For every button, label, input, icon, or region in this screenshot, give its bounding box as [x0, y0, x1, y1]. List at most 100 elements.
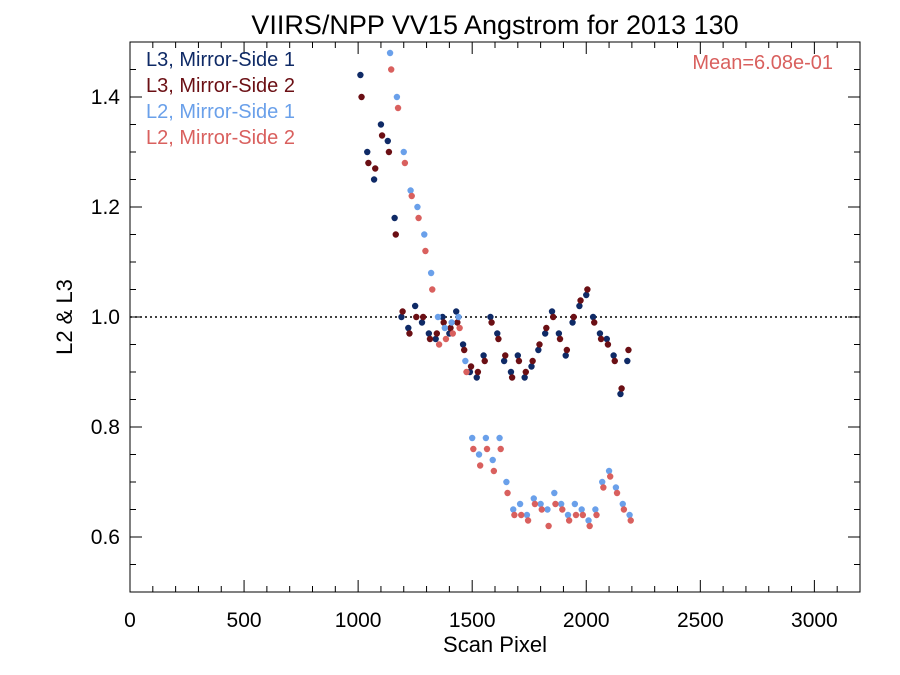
- data-point: [392, 231, 399, 238]
- data-point: [549, 313, 557, 321]
- data-point: [589, 313, 597, 321]
- data-point: [557, 500, 565, 508]
- data-point: [571, 500, 579, 508]
- data-point: [421, 231, 428, 238]
- data-point: [461, 346, 468, 354]
- data-point: [391, 214, 398, 222]
- data-point: [497, 445, 504, 453]
- data-point: [427, 269, 435, 277]
- data-point: [618, 385, 625, 392]
- y-tick-label: 0.6: [91, 526, 120, 549]
- series-1: [358, 93, 632, 392]
- data-point: [531, 500, 539, 508]
- data-point: [467, 363, 475, 370]
- data-point: [529, 357, 536, 365]
- data-point: [617, 390, 624, 398]
- data-point: [593, 511, 600, 519]
- data-point: [514, 352, 522, 359]
- data-point: [406, 330, 413, 337]
- data-point: [624, 357, 631, 365]
- data-point: [541, 330, 549, 337]
- data-point: [394, 104, 402, 112]
- data-point: [507, 368, 515, 376]
- data-point: [578, 506, 585, 513]
- data-point: [407, 187, 414, 194]
- data-point: [620, 506, 628, 513]
- data-point: [535, 346, 542, 354]
- data-point: [433, 330, 441, 337]
- data-point: [612, 484, 620, 491]
- data-point: [480, 352, 487, 359]
- data-point: [508, 374, 516, 381]
- data-point: [503, 478, 510, 486]
- data-point: [454, 319, 461, 326]
- series-2: [386, 49, 633, 524]
- data-point: [459, 341, 467, 348]
- data-point: [440, 319, 447, 326]
- data-point: [613, 489, 621, 497]
- data-point: [570, 313, 577, 321]
- data-point: [530, 495, 537, 502]
- data-point: [405, 324, 412, 332]
- mean-annotation: Mean=6.08e-01: [692, 52, 833, 74]
- data-point: [401, 159, 409, 167]
- x-tick-label: 2500: [677, 609, 724, 632]
- data-point: [611, 357, 618, 365]
- data-point: [384, 137, 391, 145]
- data-point: [439, 313, 446, 321]
- data-point: [596, 330, 604, 337]
- data-point: [585, 517, 592, 524]
- data-point: [516, 500, 524, 508]
- x-tick-label: 0: [124, 609, 136, 632]
- data-point: [365, 159, 372, 167]
- data-point: [591, 319, 598, 326]
- data-point: [625, 346, 632, 354]
- data-point: [572, 511, 580, 519]
- data-point: [432, 335, 439, 343]
- data-point: [435, 341, 443, 348]
- data-point: [548, 308, 556, 315]
- legend: L3, Mirror-Side 1 L3, Mirror-Side 2 L2, Mi…: [146, 49, 295, 149]
- data-points: [357, 49, 634, 530]
- data-point: [422, 247, 429, 255]
- data-point: [425, 330, 433, 337]
- data-point: [393, 93, 401, 101]
- data-point: [482, 434, 490, 442]
- data-point: [473, 374, 480, 381]
- data-point: [584, 286, 591, 293]
- data-point: [468, 434, 476, 442]
- data-point: [442, 335, 450, 343]
- data-point: [415, 214, 422, 222]
- data-point: [536, 341, 543, 348]
- data-point: [583, 291, 590, 299]
- data-point: [481, 357, 488, 365]
- y-tick-label: 1.2: [91, 196, 120, 219]
- data-point: [510, 506, 517, 513]
- data-point: [399, 308, 406, 315]
- data-point: [607, 473, 614, 480]
- data-point: [556, 335, 564, 343]
- data-point: [494, 330, 501, 337]
- y-tick-label: 1.4: [91, 86, 121, 109]
- data-point: [511, 511, 518, 519]
- data-point: [372, 165, 379, 172]
- data-point: [521, 374, 528, 381]
- data-point: [487, 313, 494, 321]
- data-point: [537, 500, 544, 508]
- data-point: [453, 308, 460, 315]
- data-point: [398, 313, 405, 321]
- data-point: [408, 192, 415, 200]
- data-point: [502, 352, 509, 359]
- data-point: [414, 203, 421, 211]
- data-point: [495, 335, 502, 343]
- data-point: [385, 148, 393, 156]
- legend-entry: L3, Mirror-Side 1: [146, 49, 295, 71]
- data-point: [419, 313, 427, 321]
- x-axis-label: Scan Pixel: [443, 632, 547, 657]
- data-point: [378, 132, 386, 139]
- data-point: [603, 335, 610, 343]
- data-point: [544, 506, 551, 513]
- data-point: [552, 500, 559, 508]
- data-point: [522, 368, 529, 376]
- data-point: [579, 511, 587, 519]
